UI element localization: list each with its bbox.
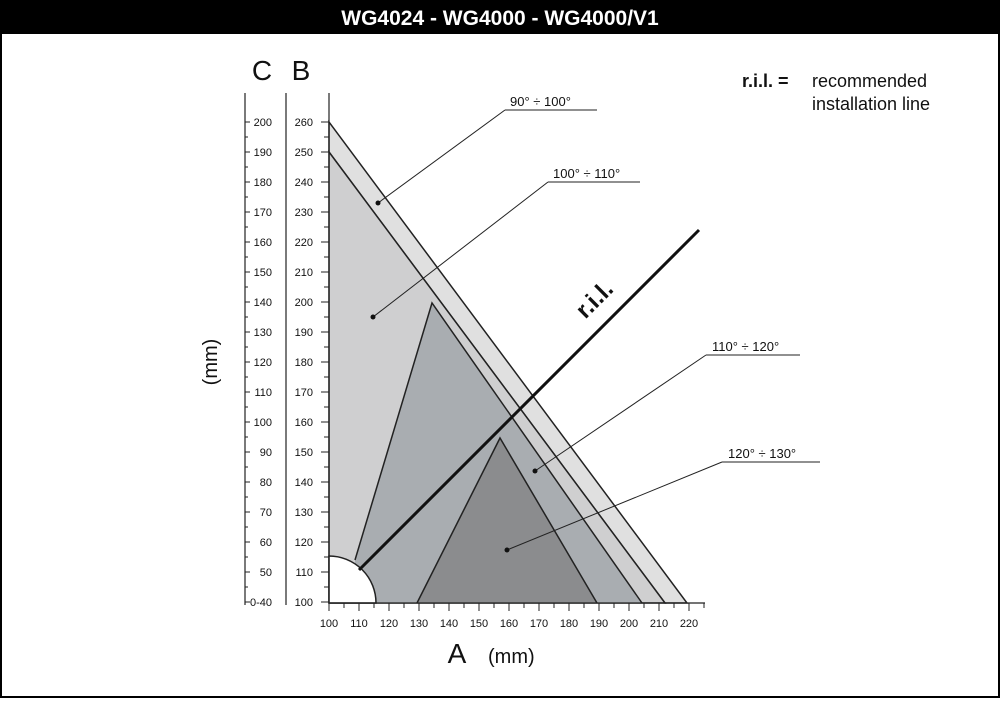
legend-line-1: recommended [812,71,927,91]
axis-b-tick-label: 170 [295,387,313,399]
axis-b-tick-label: 260 [295,117,313,129]
axis-c-tick-label: 80 [260,477,272,489]
axis-b-tick-label: 180 [295,357,313,369]
zone-label-120-130: 120° ÷ 130° [728,446,796,461]
zone-120-130-leader [506,461,723,551]
axis-b-tick-label: 150 [295,447,313,459]
zone-90-100-leader [377,109,506,204]
axis-c-letter: C [252,55,272,86]
axis-b-tick-label: 200 [295,297,313,309]
axis-a-tick-label: 140 [440,618,458,630]
axis-a-tick-label: 160 [500,618,518,630]
axis-c-tick-label: 180 [254,177,272,189]
ril-line [357,228,701,572]
zone-110-120-dot [532,468,538,474]
zone-120-130 [417,438,597,603]
axis-a-tick-label: 130 [410,618,428,630]
axis-b-tick-label: 100 [295,597,313,609]
legend-key: r.i.l. = [742,71,789,91]
axis-a-ticks: 100 110 120 130 140 150 160 170 180 190 200 210 220 [320,603,705,630]
axis-c-tick-label: 0-40 [250,597,272,609]
axis-b-tick-label: 140 [295,477,313,489]
axis-a-tick-label: 180 [560,618,578,630]
axis-a-tick-label: 110 [350,618,368,630]
axis-c-tick-label: 50 [260,567,272,579]
axis-b-ticks: 260 250 240 230 220 210 200 190 180 170 160 150 140 1… [295,117,329,609]
axis-b-tick-label: 240 [295,177,313,189]
axis-a-tick-label: 200 [620,618,638,630]
axis-a-tick-label: 100 [320,618,338,630]
axis-b-tick-label: 210 [295,267,313,279]
axis-a-unit: (mm) [488,646,535,668]
zone-90-100-dot [375,200,381,206]
axis-b-tick-label: 190 [295,327,313,339]
zone-110-120-outline [354,301,643,604]
header-title: WG4024 - WG4000 - WG4000/V1 [341,7,659,30]
zone-label-100-110: 100° ÷ 110° [553,166,620,181]
axis-b-tick-label: 130 [295,507,313,519]
zone-100-110-leader [372,181,549,318]
zone-label-110-120: 110° ÷ 120° [712,339,779,354]
axis-c-tick-label: 70 [260,507,272,519]
axis-a-tick-label: 150 [470,618,488,630]
axis-a-tick-label: 220 [680,618,698,630]
axis-b-tick-label: 120 [295,537,313,549]
axis-c-tick-label: 90 [260,447,272,459]
axis-c-tick-label: 150 [254,267,272,279]
zone-100-110-dot [370,314,376,320]
axis-c-tick-label: 200 [254,117,272,129]
zone-label-90-100: 90° ÷ 100° [510,94,571,109]
axis-a-letter: A [448,638,467,669]
axis-a-tick-label: 170 [530,618,548,630]
axis-c-tick-label: 60 [260,537,272,549]
axis-b-letter: B [292,55,311,86]
axis-b-tick-label: 160 [295,417,313,429]
axis-c-ticks: 200 190 180 170 160 150 140 130 120 110 100 90 80 70 6… [245,117,272,609]
axis-b-tick-label: 250 [295,147,313,159]
axis-c-tick-label: 160 [254,237,272,249]
axis-a-tick-label: 190 [590,618,608,630]
axis-b-tick-label: 230 [295,207,313,219]
axis-c-tick-label: 190 [254,147,272,159]
axis-c-tick-label: 120 [254,357,272,369]
axis-b-tick-label: 220 [295,237,313,249]
header-bar [0,0,1000,34]
zone-120-130-outline [416,436,598,604]
axis-c-tick-label: 100 [254,417,272,429]
legend-line-2: installation line [812,94,930,114]
axis-c-tick-label: 110 [254,387,272,399]
axis-c-tick-label: 140 [254,297,272,309]
zone-120-130-dot [504,547,510,553]
vertical-unit: (mm) [200,339,222,386]
axis-a-tick-label: 210 [650,618,668,630]
axis-b-tick-label: 110 [295,567,313,579]
axis-c-tick-label: 130 [254,327,272,339]
axis-a-tick-label: 120 [380,618,398,630]
axis-c-tick-label: 170 [254,207,272,219]
zone-110-120-leader [534,354,707,472]
